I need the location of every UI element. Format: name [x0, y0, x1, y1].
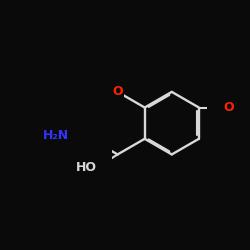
Text: HO: HO: [76, 161, 96, 174]
Text: O: O: [224, 101, 234, 114]
Text: H₂N: H₂N: [43, 129, 69, 142]
Text: O: O: [112, 85, 123, 98]
